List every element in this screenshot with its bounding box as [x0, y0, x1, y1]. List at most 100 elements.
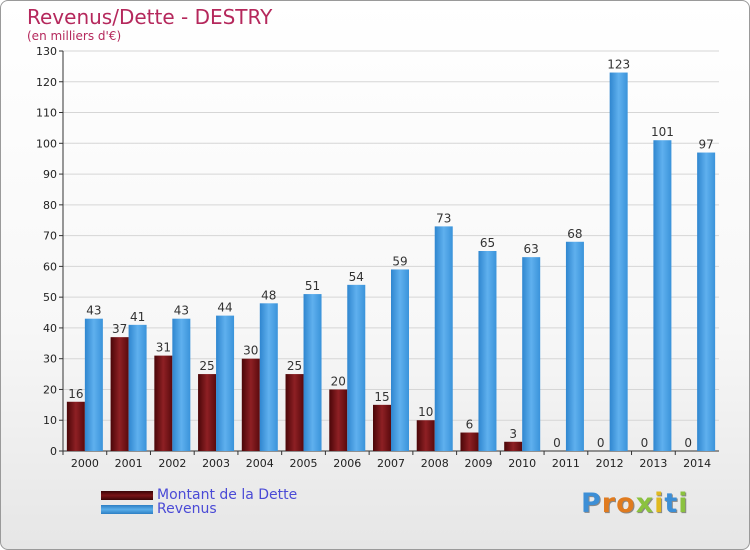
data-label-dette: 31 — [156, 341, 171, 355]
y-tick-label: 70 — [43, 230, 57, 243]
data-label-dette: 37 — [112, 322, 127, 336]
data-label-revenus: 51 — [305, 279, 320, 293]
data-label-dette: 25 — [199, 359, 214, 373]
data-label-dette: 10 — [418, 405, 433, 419]
data-label-dette: 3 — [509, 427, 517, 441]
data-label-dette: 0 — [553, 436, 561, 450]
data-label-revenus: 59 — [392, 254, 407, 268]
data-label-revenus: 44 — [217, 301, 232, 315]
chart-title: Revenus/Dette - DESTRY — [27, 5, 273, 29]
bar-revenus — [391, 269, 409, 451]
data-label-dette: 15 — [374, 390, 389, 404]
legend-item-dette: Montant de la Dette — [101, 487, 297, 503]
data-label-revenus: 48 — [261, 288, 276, 302]
data-label-revenus: 54 — [349, 270, 364, 284]
data-label-dette: 25 — [287, 359, 302, 373]
bar-revenus — [609, 72, 628, 452]
data-label-revenus: 123 — [607, 58, 630, 72]
bar-revenus — [84, 318, 103, 451]
x-tick-label: 2014 — [683, 457, 711, 470]
x-tick-label: 2007 — [377, 457, 405, 470]
x-tick-label: 2005 — [290, 457, 318, 470]
data-label-dette: 0 — [684, 436, 692, 450]
bar-revenus — [216, 315, 235, 451]
x-tick-label: 2004 — [246, 457, 274, 470]
x-tick-label: 2011 — [552, 457, 580, 470]
legend-label-revenus: Revenus — [157, 501, 217, 517]
bar-dette — [154, 355, 173, 451]
x-tick-label: 2013 — [639, 457, 667, 470]
x-tick-label: 2001 — [115, 457, 143, 470]
data-label-dette: 20 — [331, 374, 346, 388]
y-tick-label: 120 — [36, 76, 57, 89]
data-label-revenus: 63 — [524, 242, 539, 256]
chart-subtitle: (en milliers d'€) — [27, 29, 122, 43]
bar-dette — [66, 401, 85, 451]
logo-letter: P — [581, 488, 602, 519]
y-tick-label: 40 — [43, 322, 57, 335]
bar-revenus — [697, 152, 716, 452]
y-tick-label: 90 — [43, 168, 57, 181]
y-tick-label: 130 — [36, 45, 57, 58]
y-tick-label: 60 — [43, 260, 57, 273]
logo-letter: i — [678, 488, 689, 519]
bar-revenus — [259, 303, 278, 451]
bar-dette — [460, 432, 479, 451]
x-tick-label: 2010 — [508, 457, 536, 470]
y-tick-label: 10 — [43, 414, 57, 427]
data-label-revenus: 68 — [567, 227, 582, 241]
bar-dette — [241, 358, 260, 451]
bar-revenus — [653, 140, 672, 451]
bar-dette — [504, 441, 523, 451]
y-tick-label: 110 — [36, 107, 57, 120]
bar-revenus — [434, 226, 453, 451]
logo-letter: i — [654, 488, 665, 519]
bar-revenus — [128, 324, 147, 451]
bar-dette — [416, 420, 435, 451]
y-tick-label: 20 — [43, 383, 57, 396]
bar-dette — [285, 374, 304, 451]
bar-revenus — [522, 257, 541, 451]
data-label-revenus: 43 — [174, 304, 189, 318]
bar-revenus — [303, 294, 322, 451]
data-label-dette: 0 — [597, 436, 605, 450]
data-label-revenus: 65 — [480, 236, 495, 250]
data-label-dette: 16 — [68, 387, 83, 401]
y-tick-label: 30 — [43, 353, 57, 366]
x-tick-label: 2003 — [202, 457, 230, 470]
bar-dette — [329, 389, 348, 451]
data-label-dette: 0 — [641, 436, 649, 450]
data-label-dette: 30 — [243, 344, 258, 358]
logo-letter: o — [616, 488, 636, 519]
x-tick-label: 2009 — [464, 457, 492, 470]
bar-dette — [373, 404, 391, 451]
bar-revenus — [565, 241, 584, 451]
data-label-revenus: 43 — [86, 304, 101, 318]
x-tick-label: 2012 — [596, 457, 624, 470]
data-label-revenus: 41 — [130, 310, 145, 324]
logo-letter: r — [601, 488, 617, 519]
bar-revenus — [172, 318, 191, 451]
legend-label-dette: Montant de la Dette — [157, 487, 298, 503]
x-tick-label: 2008 — [421, 457, 449, 470]
logo-letter: x — [635, 488, 655, 519]
data-label-revenus: 97 — [698, 138, 713, 152]
legend-item-revenus: Revenus — [101, 501, 217, 517]
bar-revenus — [347, 284, 366, 451]
x-tick-label: 2000 — [71, 457, 99, 470]
bar-revenus — [478, 251, 497, 451]
data-label-dette: 6 — [466, 418, 474, 432]
y-tick-label: 80 — [43, 199, 57, 212]
legend-swatch-dette — [101, 490, 153, 500]
data-label-revenus: 101 — [651, 125, 674, 139]
y-tick-label: 0 — [50, 445, 57, 458]
legend-swatch-revenus — [101, 504, 153, 514]
bar-dette — [198, 374, 217, 451]
x-tick-label: 2002 — [158, 457, 186, 470]
bar-dette — [110, 337, 129, 451]
logo-letter: t — [664, 488, 679, 519]
data-label-revenus: 73 — [436, 211, 451, 225]
proxiti-logo: Proxiti — [581, 488, 689, 519]
